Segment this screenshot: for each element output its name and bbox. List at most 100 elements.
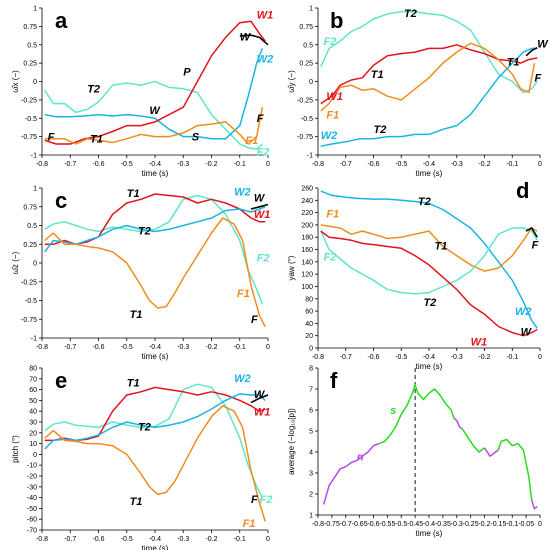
annotation-label: T1	[130, 309, 143, 321]
y-tick-label: 120	[301, 272, 313, 279]
x-tick-label: -0.4	[423, 354, 435, 361]
y-tick-label: 160	[301, 247, 313, 254]
annotation-label: W1	[326, 91, 343, 103]
y-tick-label: 8	[309, 366, 313, 373]
y-tick-label: 260	[301, 186, 313, 193]
x-axis-label: time (s)	[416, 362, 443, 371]
series-line	[320, 47, 538, 147]
chart-panel-e: e -0.8 -0.7 -0.6 -0.5 -0.4 -0.3 -0.2 -0.1 0 -70 -6…	[11, 366, 272, 550]
y-tick-label: -1	[31, 153, 37, 160]
annotation-label: F1	[245, 135, 258, 147]
y-tick-label: 0.5	[27, 223, 37, 230]
annotation-label: T1	[371, 69, 384, 81]
y-tick-label: -0.25	[21, 279, 37, 286]
x-tick-label: -0.8	[36, 344, 48, 351]
series-line	[320, 10, 538, 94]
y-tick-label: 7	[309, 387, 313, 394]
annotation-label: F1	[326, 209, 339, 221]
annotation-label: F2	[324, 252, 337, 264]
y-tick-label: 240	[301, 198, 313, 205]
annotation-label: W	[521, 327, 533, 339]
chart-panel-b: b -0.8 -0.7 -0.6 -0.5 -0.4 -0.3 -0.2 -0.1 0 -1 -0.…	[287, 6, 549, 179]
x-tick-label: -0.05	[518, 521, 534, 528]
x-tick-label: -0.1	[506, 354, 518, 361]
x-tick-label: -0.2	[478, 161, 490, 168]
y-tick-label: 1	[33, 6, 37, 13]
chart-panel-a: a -0.8 -0.7 -0.6 -0.5 -0.4 -0.3 -0.2 -0.1 0 -1 -0.…	[11, 6, 273, 179]
x-tick-label: -0.4	[149, 536, 161, 543]
series-line	[44, 383, 264, 498]
annotation-label: W2	[321, 130, 338, 142]
y-tick-label: -0.75	[21, 134, 37, 141]
x-tick-label: -0.75	[324, 521, 340, 528]
annotation-label: F	[532, 239, 539, 251]
x-tick-label: -0.4	[149, 161, 161, 168]
x-tick-label: 0	[538, 161, 542, 168]
y-tick-label: -0.75	[21, 317, 37, 324]
series-line	[44, 107, 264, 145]
annotation-label: F2	[257, 147, 270, 159]
series-line	[44, 20, 266, 145]
x-tick-label: -0.1	[506, 161, 518, 168]
series-line	[483, 447, 499, 457]
x-tick-label: -0.1	[234, 344, 246, 351]
series-line	[525, 227, 538, 238]
y-tick-label: -20	[27, 474, 37, 481]
x-tick-label: 0	[538, 521, 542, 528]
annotation-label: T2	[404, 8, 417, 20]
annotation-label: s	[390, 405, 396, 417]
x-tick-label: -0.6	[92, 536, 104, 543]
series-line	[320, 44, 538, 105]
y-tick-label: 40	[305, 321, 313, 328]
panel-label-e: e	[55, 368, 67, 393]
annotation-label: F	[251, 494, 258, 506]
y-axis-label: ω̂z (−)	[11, 251, 20, 274]
y-tick-label: -10	[27, 463, 37, 470]
annotation-label: W1	[254, 407, 271, 419]
x-axis-label: time (s)	[142, 544, 169, 550]
series-line	[44, 193, 266, 246]
series-line	[320, 227, 538, 295]
y-tick-label: -1	[31, 336, 37, 343]
series-line	[497, 438, 533, 501]
annotation-label: F	[48, 131, 55, 143]
series-line	[322, 442, 380, 505]
series-line	[525, 46, 538, 57]
series-line	[44, 194, 264, 305]
x-tick-label: 0	[266, 161, 270, 168]
x-tick-label: -0.2	[205, 536, 217, 543]
x-tick-label: -0.6	[92, 161, 104, 168]
x-tick-label: -0.6	[367, 521, 379, 528]
series-line	[530, 500, 538, 510]
y-tick-label: 0	[309, 79, 313, 86]
y-tick-label: 0	[33, 79, 37, 86]
y-tick-label: 60	[305, 309, 313, 316]
annotation-label: W1	[257, 9, 274, 21]
series-line	[44, 217, 266, 328]
annotation-label: T1	[130, 496, 143, 508]
x-tick-label: -0.7	[340, 521, 352, 528]
x-tick-label: -0.5	[395, 161, 407, 168]
annotation-label: W	[240, 31, 252, 43]
annotation-label: W	[537, 39, 549, 51]
annotation-label: T2	[423, 297, 436, 309]
y-tick-label: 30	[29, 420, 37, 427]
x-tick-label: -0.7	[64, 536, 76, 543]
y-axis-label: yaw (°)	[287, 255, 296, 280]
chart-panel-c: c -0.8 -0.7 -0.6 -0.5 -0.4 -0.3 -0.2 -0.1 0 -1 -0.…	[11, 186, 270, 362]
y-tick-label: 50	[29, 398, 37, 405]
y-tick-label: -0.25	[21, 97, 37, 104]
x-tick-label: -0.3	[451, 354, 463, 361]
annotation-label: F	[251, 314, 258, 326]
x-axis-label: time (s)	[416, 529, 443, 538]
y-tick-label: 0.25	[23, 61, 37, 68]
x-tick-label: -0.55	[379, 521, 395, 528]
annotation-label: W2	[234, 187, 251, 199]
annotation-label: T1	[507, 56, 520, 68]
series-line	[44, 48, 264, 140]
x-tick-label: -0.3	[451, 161, 463, 168]
x-tick-label: -0.2	[478, 354, 490, 361]
y-tick-label: 0	[33, 452, 37, 459]
y-tick-label: 80	[305, 296, 313, 303]
